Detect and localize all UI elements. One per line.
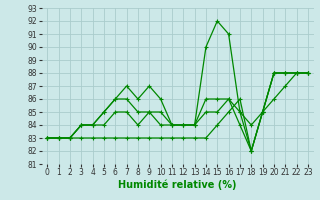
X-axis label: Humidité relative (%): Humidité relative (%) [118, 180, 237, 190]
